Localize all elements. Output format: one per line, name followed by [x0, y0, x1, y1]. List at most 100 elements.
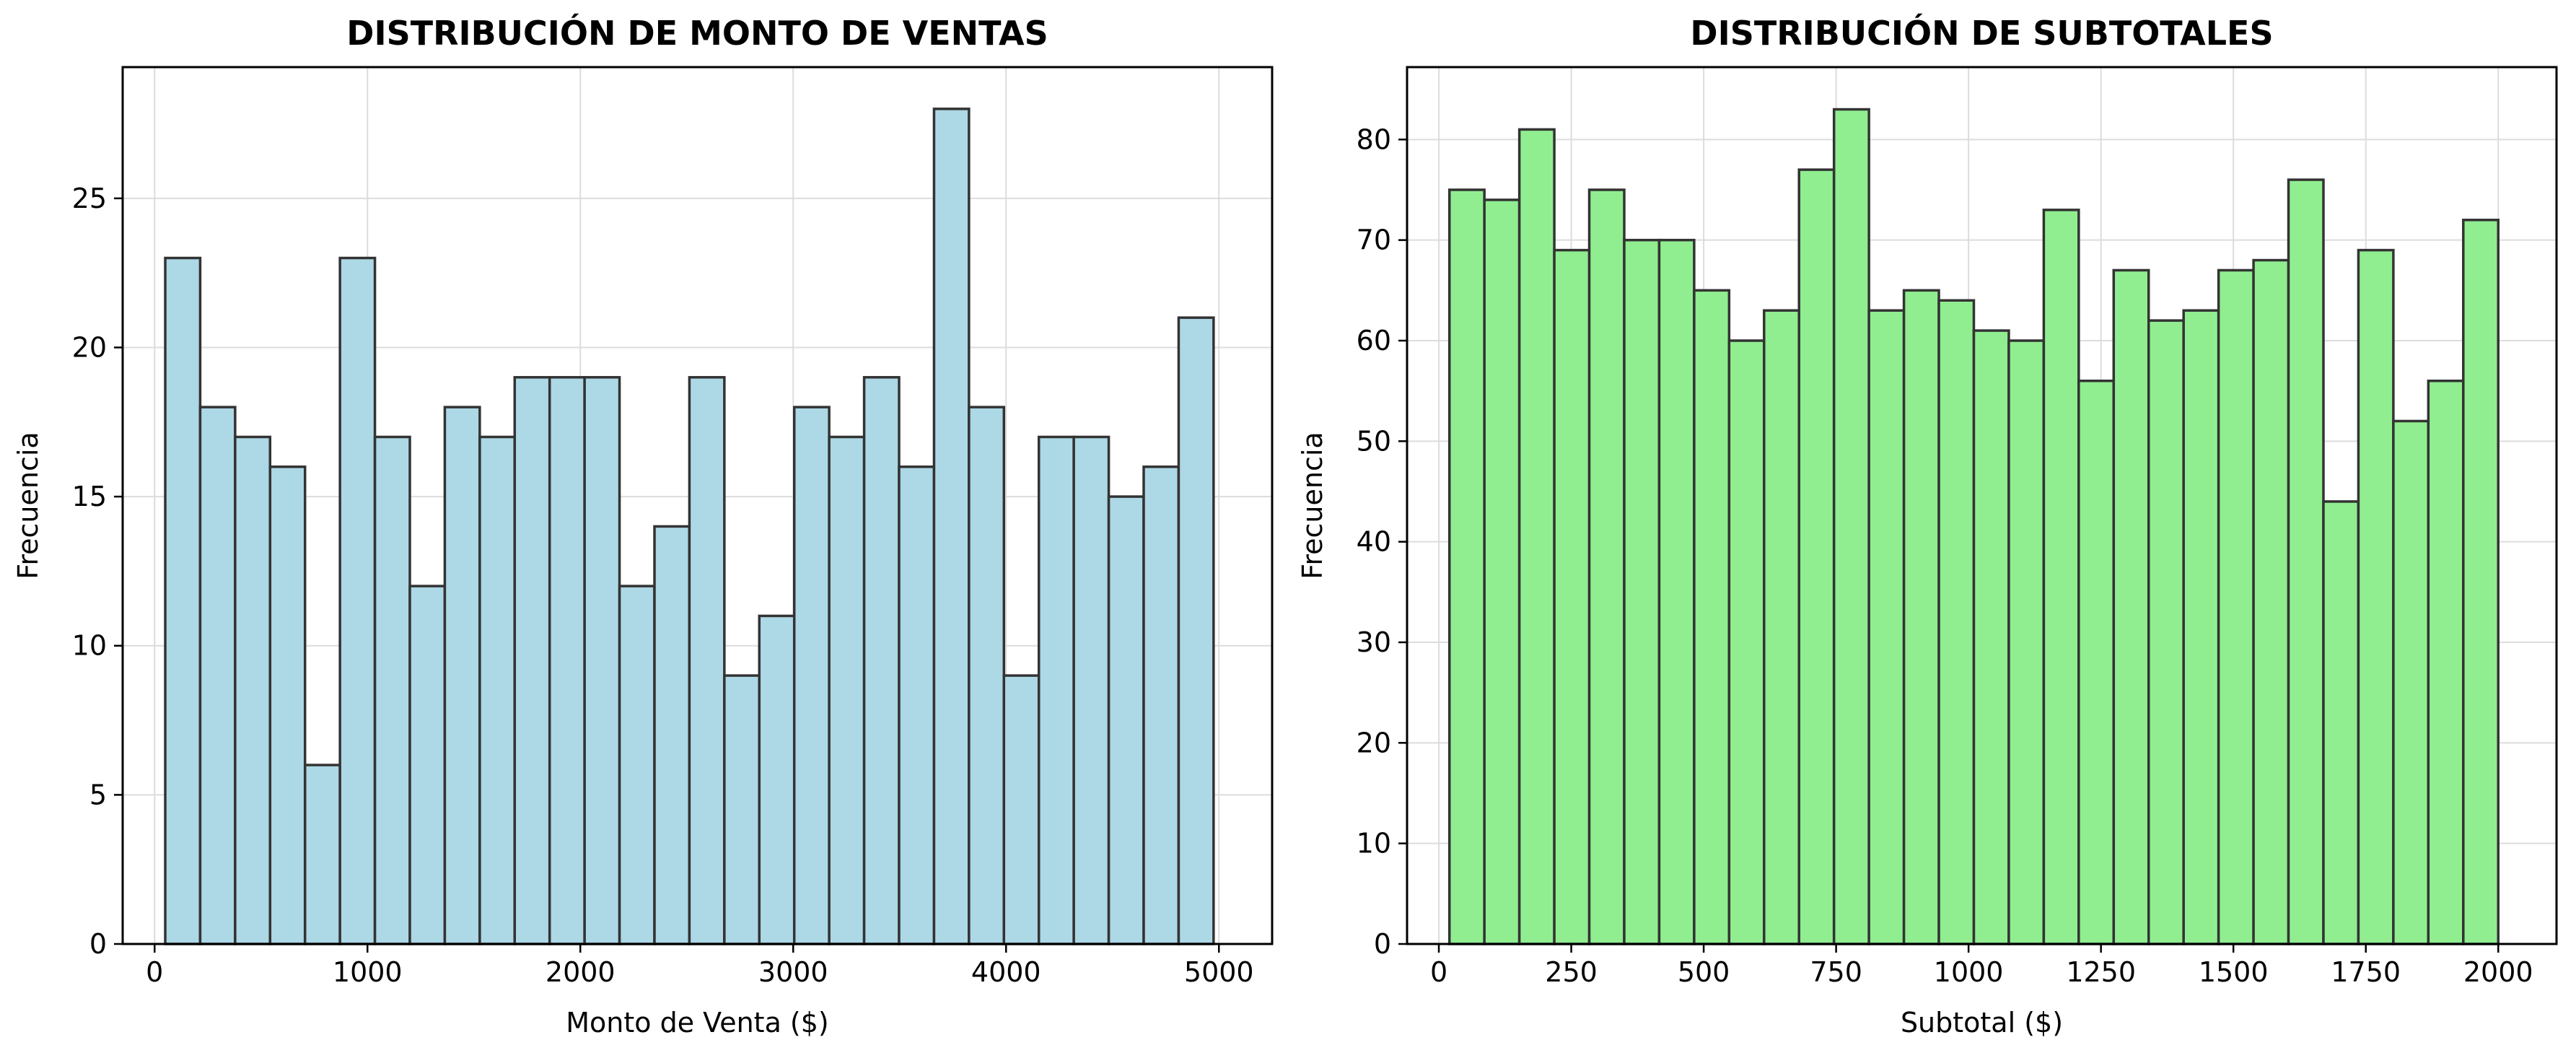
histogram-bar [828, 435, 866, 945]
histogram-bar [198, 406, 237, 945]
histogram-bar [1002, 674, 1041, 945]
histogram-bar [1623, 238, 1661, 945]
x-tick-label: 1250 [2066, 956, 2136, 988]
y-tick-label: 25 [72, 183, 107, 214]
histogram-bar [1142, 465, 1180, 945]
plot-frame [1406, 66, 2558, 945]
x-axis-ticks: 0 250 500 750 1000 1250 1500 1750 2000 [1430, 944, 2533, 988]
y-tick-label: 0 [89, 928, 107, 960]
histogram-bar [234, 435, 272, 945]
histogram-bar [2322, 500, 2360, 945]
x-axis-ticks: 0 1000 2000 3000 4000 5000 [146, 944, 1254, 988]
histogram-bar [1657, 238, 1696, 945]
chart-title: DISTRIBUCIÓN DE SUBTOTALES [1690, 14, 2273, 53]
x-tick-label: 1000 [1934, 956, 2004, 988]
chart-subtotals: DISTRIBUCIÓN DE SUBTOTALES Subtotal ($) … [1297, 14, 2558, 1039]
y-tick-label: 15 [72, 481, 107, 512]
histogram-bar [2182, 309, 2220, 945]
histogram-bar [164, 256, 202, 945]
y-tick-label: 30 [1357, 626, 1391, 658]
histogram-bar [862, 376, 901, 945]
histogram-bar [688, 376, 726, 945]
histogram-bar [653, 525, 691, 945]
x-tick-label: 250 [1545, 956, 1598, 988]
histogram-bar [618, 585, 656, 945]
histogram-bar [2392, 419, 2430, 945]
histogram-bar [723, 674, 761, 945]
x-tick-label: 0 [146, 956, 163, 988]
histogram-bar [548, 376, 586, 945]
histogram-bar [583, 376, 621, 945]
histogram-bar [303, 764, 341, 945]
histogram-bars [164, 108, 1215, 945]
y-tick-label: 50 [1357, 425, 1391, 457]
histogram-bar [1587, 188, 1626, 945]
histogram-bar [1553, 248, 1591, 945]
x-axis-label: Monto de Venta ($) [566, 1007, 829, 1039]
histogram-bar [1107, 495, 1145, 945]
histogram-bar [932, 108, 971, 945]
histogram-bar [968, 406, 1006, 945]
y-tick-label: 5 [89, 779, 107, 810]
histogram-bar [268, 465, 307, 945]
histogram-bar [2427, 379, 2465, 945]
x-axis-label: Subtotal ($) [1901, 1007, 2063, 1039]
x-tick-label: 0 [1430, 956, 1447, 988]
histogram-bar [1937, 299, 1976, 945]
x-tick-label: 500 [1678, 956, 1730, 988]
histogram-bar [1727, 339, 1766, 945]
histogram-bar [898, 465, 936, 945]
histogram-bar [1177, 316, 1215, 945]
x-tick-label: 1500 [2199, 956, 2269, 988]
y-tick-label: 20 [1357, 727, 1391, 758]
x-tick-label: 5000 [1184, 956, 1254, 988]
y-axis-label: Frecuencia [1297, 432, 1328, 579]
histogram-bar [2007, 339, 2046, 945]
histogram-bar [1447, 188, 1486, 945]
histogram-bar [2077, 379, 2116, 945]
histogram-bar [2462, 219, 2500, 945]
y-tick-label: 20 [72, 331, 107, 363]
chart-title: DISTRIBUCIÓN DE MONTO DE VENTAS [346, 14, 1048, 53]
histogram-bar [1517, 128, 1556, 945]
histogram-bar [1483, 198, 1521, 945]
y-axis-ticks: 0 10 20 30 40 50 60 70 80 [1357, 123, 1407, 960]
histogram-bar [478, 435, 517, 945]
histogram-bar [1072, 435, 1110, 945]
y-tick-label: 0 [1374, 928, 1391, 960]
y-tick-label: 60 [1357, 325, 1391, 357]
histogram-bar [373, 435, 411, 945]
x-tick-label: 2000 [546, 956, 615, 988]
histogram-bar [2112, 268, 2150, 945]
histogram-bars [1447, 108, 2500, 945]
x-tick-label: 1750 [2331, 956, 2401, 988]
histogram-bar [1037, 435, 1075, 945]
histogram-bar [2252, 258, 2290, 945]
x-tick-label: 1000 [333, 956, 403, 988]
x-tick-label: 4000 [971, 956, 1041, 988]
histogram-bar [1797, 168, 1836, 945]
histogram-bar [1902, 289, 1940, 945]
histogram-bar [1867, 309, 1906, 945]
histogram-bar [2357, 248, 2395, 945]
histogram-bar [513, 376, 551, 945]
histogram-bar [1832, 108, 1870, 945]
y-axis-ticks: 0 5 10 15 20 25 [72, 183, 123, 960]
histogram-bar [758, 614, 796, 945]
histogram-bar [2042, 209, 2080, 945]
y-tick-label: 40 [1357, 526, 1391, 558]
x-tick-label: 750 [1810, 956, 1862, 988]
x-tick-label: 2000 [2463, 956, 2533, 988]
histogram-bar [338, 256, 377, 945]
y-tick-label: 80 [1357, 123, 1391, 155]
histogram-bar [1693, 289, 1731, 945]
histogram-bar [443, 406, 481, 945]
y-axis-label: Frecuencia [12, 432, 44, 579]
chart-sales-amount: DISTRIBUCIÓN DE MONTO DE VENTAS Monto de… [12, 14, 1274, 1039]
y-tick-label: 70 [1357, 224, 1391, 256]
histogram-bar [1763, 309, 1800, 945]
histogram-bar [2147, 319, 2185, 945]
histogram-bar [2287, 178, 2325, 945]
x-tick-label: 3000 [758, 956, 828, 988]
